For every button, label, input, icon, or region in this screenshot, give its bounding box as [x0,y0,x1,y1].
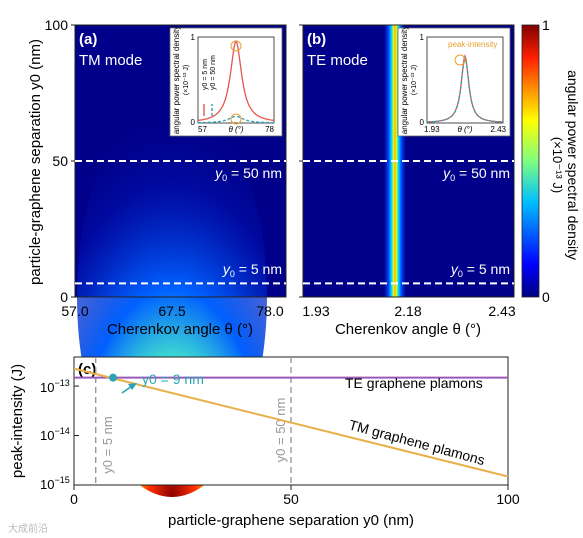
colorbar-unit: (×10⁻¹³ J) [550,137,565,193]
panel-b-guide-50-label: y0 = 50 nm [442,165,510,183]
panel-b-inset-ylabel: angular power spectral density [400,26,409,135]
colorbar-label: angular power spectral density [565,70,581,260]
panel-b-inset-annotation: peak-intensity [448,40,497,49]
panel-b-inset-yunit: (×10⁻¹³ J) [411,65,418,95]
panel-a-inset-xlabel: θ (°) [228,125,243,134]
panel-a-xtick-min: 57.0 [61,303,88,319]
panel-c-ytick-15: 10−15 [40,475,70,492]
panel-b-inset-xtick-max: 2.43 [490,125,506,134]
panel-b-inset: angular power spectral density (×10⁻¹³ J… [397,26,511,137]
panel-b-inset-peak-marker [454,54,466,66]
panel-b-inset-curve-50nm [426,55,504,123]
panel-c-series-te-label: TE graphene plamons [345,375,483,391]
panel-c-yticks: 10−13 10−14 10−15 [40,378,79,492]
panel-a-inset-legend-1: y0 = 5 nm [202,59,209,90]
panel-c-xtick-50: 50 [283,491,299,507]
panel-c-vline-5-label: y0 = 5 nm [100,416,115,473]
watermark: 大成前沿 [8,522,48,535]
colorbar-tick-1: 1 [542,17,550,33]
panel-a-inset-peak-marker-2 [230,113,242,125]
panel-c-ytick-14: 10−14 [40,426,70,443]
panel-b-xtick-max: 2.43 [488,303,515,319]
panel-b-inset-xlabel: θ (°) [457,125,472,134]
panel-a-inset-legend-2: y0 = 50 nm [210,55,217,90]
panel-b-tag: (b) [307,31,326,48]
panel-a-inset-ylabel: angular power spectral density [172,26,181,135]
panel-a-ytick-100: 100 [45,17,69,33]
panel-c-xtick-100: 100 [496,491,520,507]
panel-a-guide-5-label: y0 = 5 nm [222,261,282,279]
panel-a-ylabel: particle-graphene separation y0 (nm) [27,39,44,285]
panel-a-inset-ytick-1: 1 [191,33,196,42]
panel-a-inset-plot [197,36,275,124]
panel-c-series-tm [73,367,509,478]
panel-a-xtick-mid: 67.5 [158,303,185,319]
panel-a-inset-xtick-min: 57 [198,125,207,134]
panel-b-inset-xtick-min: 1.93 [424,125,440,134]
panel-b-mode-label: TE mode [307,52,368,69]
panel-c: (c) y0 = 5 nm y0 = 50 nm y0 = 9 nm TE gr… [9,356,520,529]
panel-a-tag: (a) [79,31,97,48]
panel-c-crossing-label: y0 = 9 nm [142,371,204,387]
panel-c-crossing-arrowhead [128,383,137,390]
panel-b: (b) TE mode y0 = 50 nm y0 = 5 nm angular… [299,24,516,338]
panel-b-xlabel: Cherenkov angle θ (°) [335,321,481,338]
panel-a-inset: angular power spectral density (×10⁻¹³ J… [169,26,283,137]
panel-c-ylabel: peak-intensity (J) [9,364,26,478]
panel-a-inset-peak-marker [230,40,242,52]
panel-a-xlabel: Cherenkov angle θ (°) [107,321,253,338]
panel-a-xtick-max: 78.0 [256,303,283,319]
panel-c-xlabel: particle-graphene separation y0 (nm) [168,512,414,529]
panel-c-ytick-13: 10−13 [40,378,70,395]
colorbar-tick-0: 0 [542,289,550,305]
panel-b-guide-5-label: y0 = 5 nm [450,261,510,279]
panel-a-ytick-50: 50 [52,153,68,169]
panel-a-ytick-0: 0 [60,289,68,305]
colorbar-ramp [521,24,540,298]
panel-a-inset-ytick-0: 0 [191,118,196,127]
panel-b-xtick-min: 1.93 [302,303,329,319]
panel-a-inset-xtick-max: 78 [265,125,274,134]
panel-a-mode-label: TM mode [79,52,142,69]
panel-b-inset-box [397,27,511,137]
panel-c-vline-50-label: y0 = 50 nm [273,398,288,463]
panel-c-xtick-0: 0 [70,491,78,507]
panel-b-inset-plot [426,36,504,124]
panel-b-inset-ytick-1: 1 [420,33,425,42]
panel-a-inset-yunit: (×10⁻¹³ J) [183,65,190,95]
panel-a-guide-50-label: y0 = 50 nm [214,165,282,183]
panel-b-xtick-mid: 2.18 [394,303,421,319]
colorbar: 1 0 (×10⁻¹³ J) angular power spectral de… [521,17,581,305]
panel-b-inset-ytick-0: 0 [420,118,425,127]
panel-a-inset-curve-50nm [198,115,274,124]
panel-c-crossing-point [109,373,118,382]
